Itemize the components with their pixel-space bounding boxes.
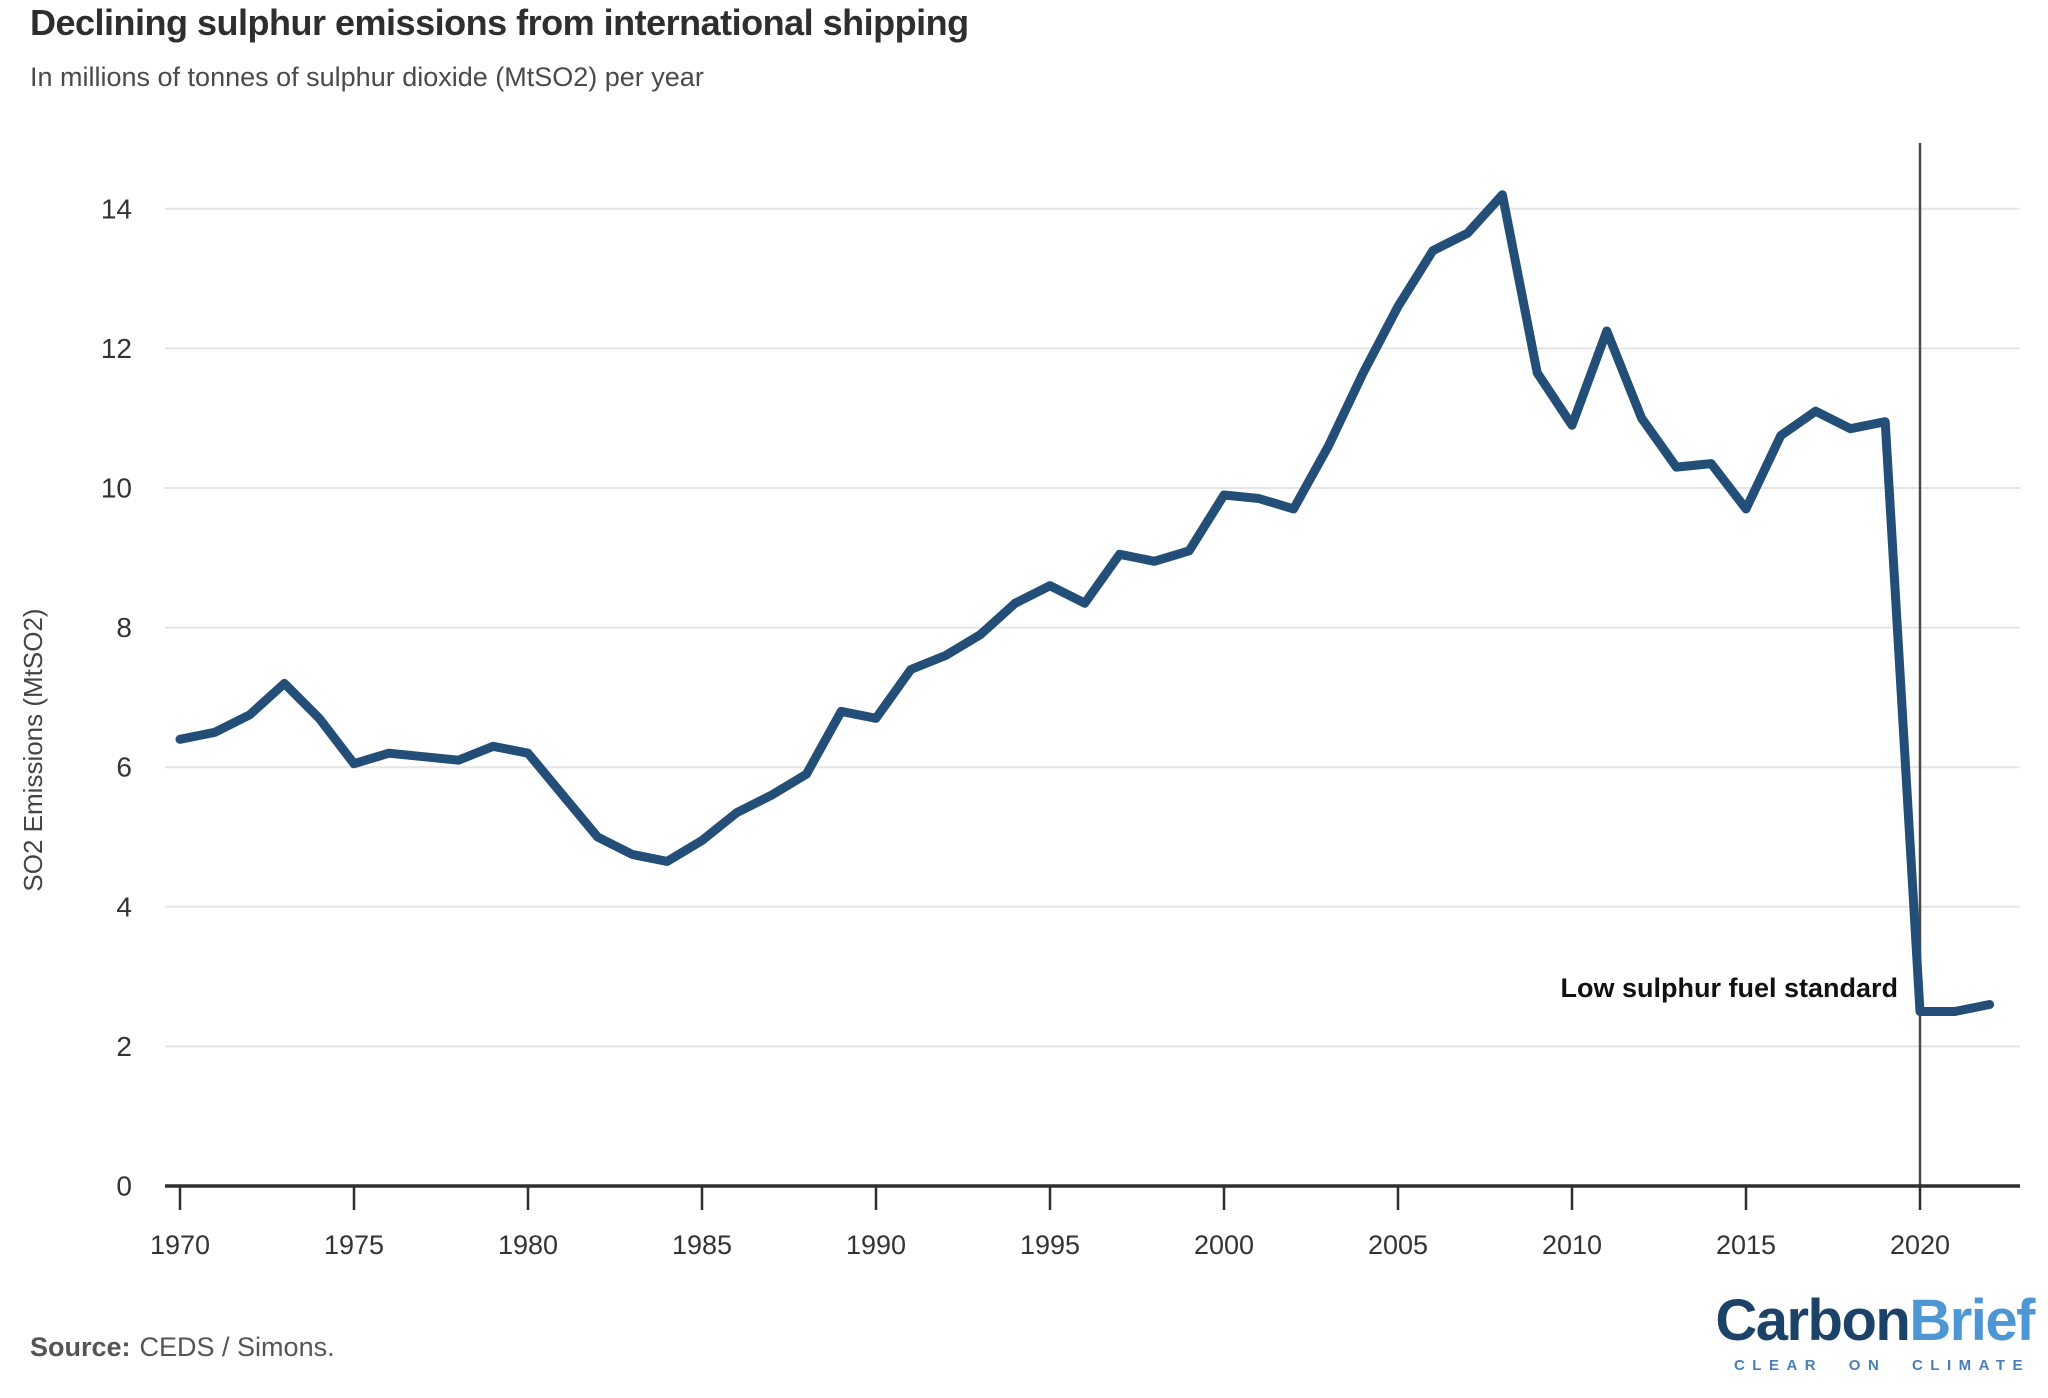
logo-word-brief: Brief (1909, 1288, 2035, 1353)
x-tick-label-1990: 1990 (846, 1230, 906, 1260)
x-tick-label-1975: 1975 (324, 1230, 384, 1260)
chart-subtitle: In millions of tonnes of sulphur dioxide… (30, 62, 704, 92)
x-tick-label-2010: 2010 (1542, 1230, 1602, 1260)
source-label: Source: (30, 1332, 131, 1362)
x-tick-label-1985: 1985 (672, 1230, 732, 1260)
source-note: Source: CEDS / Simons. (30, 1332, 335, 1363)
y-tick-label-8: 8 (116, 612, 132, 643)
x-tick-label-1995: 1995 (1020, 1230, 1080, 1260)
y-tick-label-0: 0 (116, 1171, 132, 1202)
y-tick-label-14: 14 (101, 193, 132, 224)
logo-word-carbon: Carbon (1715, 1288, 1911, 1353)
y-tick-label-4: 4 (116, 891, 132, 922)
x-tick-label-2015: 2015 (1716, 1230, 1776, 1260)
page-title: Declining sulphur emissions from interna… (30, 2, 969, 43)
source-text: CEDS / Simons. (139, 1332, 335, 1362)
x-tick-label-2005: 2005 (1368, 1230, 1428, 1260)
annotation-low-sulphur-label: Low sulphur fuel standard (1560, 973, 1898, 1003)
x-tick-label-1970: 1970 (150, 1230, 210, 1260)
y-tick-label-10: 10 (101, 473, 132, 504)
y-tick-label-12: 12 (101, 333, 132, 364)
x-tick-label-2000: 2000 (1194, 1230, 1254, 1260)
logo-wordmark: CarbonBrief (1715, 1292, 2035, 1350)
y-tick-label-2: 2 (116, 1031, 132, 1062)
y-tick-label-6: 6 (116, 752, 132, 783)
carbonbrief-logo: CarbonBrief CLEAR ON CLIMATE (1715, 1292, 2035, 1374)
logo-tagline: CLEAR ON CLIMATE (1733, 1357, 2030, 1374)
x-tick-label-1980: 1980 (498, 1230, 558, 1260)
emissions-line-series (175, 190, 1995, 1016)
y-axis-title: SO2 Emissions (MtSO2) (18, 608, 48, 891)
x-tick-label-2020: 2020 (1890, 1230, 1950, 1260)
